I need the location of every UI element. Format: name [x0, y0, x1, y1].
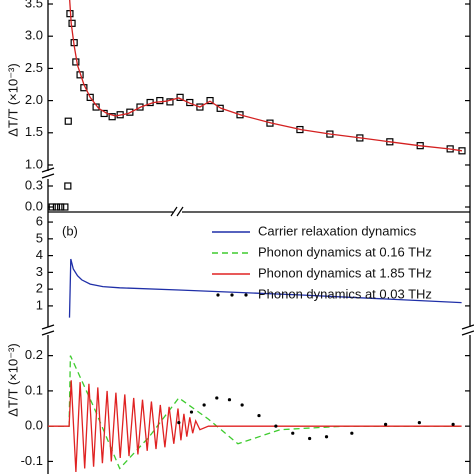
- data-point: [196, 103, 204, 111]
- y-tick-label: 4: [36, 247, 43, 262]
- y-tick-label: 0.0: [25, 198, 43, 213]
- data-point: [384, 422, 388, 426]
- data-point: [257, 413, 261, 418]
- axis-breaks: [40, 167, 474, 336]
- y-tick-label: 0.1: [25, 382, 43, 397]
- data-point: [176, 93, 184, 101]
- legend-swatch: [216, 293, 220, 297]
- series-line: [48, 355, 462, 470]
- data-point: [215, 396, 219, 400]
- data-point: [451, 422, 455, 426]
- axes-frame: [47, 0, 471, 474]
- data-point: [52, 203, 61, 211]
- y-tick-label: 1: [36, 297, 43, 312]
- y-tick-label: 3.5: [25, 0, 43, 10]
- data-point: [417, 421, 421, 425]
- legend-label: Carrier relaxation dynamics: [258, 223, 417, 238]
- data-point: [216, 104, 224, 112]
- data-point: [177, 421, 181, 425]
- y-tick-label: 6: [36, 213, 43, 228]
- data-point: [291, 431, 295, 435]
- legend-label: Phonon dynamics at 1.85 THz: [258, 265, 432, 280]
- y-tick-label: 2.5: [25, 60, 43, 75]
- data-point: [324, 435, 329, 439]
- series-line: [69, 0, 463, 152]
- data-point: [108, 113, 116, 121]
- y-tick-label: 0.3: [25, 177, 43, 192]
- y-tick-label: 0.2: [25, 347, 43, 362]
- plot-area: [48, 0, 466, 211]
- data-point: [156, 96, 164, 105]
- y-tick-label: 0.0: [25, 418, 43, 433]
- panel-label: (b): [62, 223, 78, 238]
- y-tick-label: 2: [36, 281, 43, 296]
- y-tick-label: 3: [36, 264, 43, 279]
- data-point: [240, 403, 244, 407]
- data-point: [189, 410, 194, 414]
- series-line: [48, 380, 462, 473]
- data-point: [126, 108, 134, 116]
- data-point: [64, 117, 72, 125]
- y-tick-label: 5: [36, 230, 43, 245]
- data-point: [186, 98, 194, 107]
- data-point: [136, 103, 144, 111]
- y-axis-label: ΔT/T (×10⁻³): [5, 63, 20, 136]
- data-point: [227, 398, 232, 402]
- legend-label: Phonon dynamics at 0.16 THz: [258, 244, 432, 259]
- legend-swatch: [244, 293, 248, 297]
- y-tick-label: 1.0: [25, 156, 43, 171]
- data-point: [86, 93, 94, 101]
- data-point: [274, 424, 278, 428]
- data-point: [48, 203, 56, 211]
- series-line: [68, 258, 462, 318]
- data-point: [236, 111, 244, 119]
- data-point: [202, 403, 206, 407]
- y-tick-label: -0.1: [21, 453, 43, 468]
- y-tick-label: 1.5: [25, 124, 43, 139]
- plot-area: [48, 258, 462, 473]
- data-point: [64, 182, 72, 190]
- data-point: [206, 96, 214, 105]
- data-point: [166, 98, 174, 106]
- data-point: [350, 431, 354, 435]
- legend-label: Phonon dynamics at 0.03 THz: [258, 286, 432, 301]
- y-tick-label: 3.0: [25, 28, 43, 43]
- y-axis-label: ΔT/T (×10⁻³): [5, 343, 20, 416]
- data-point: [61, 203, 69, 211]
- data-point: [308, 436, 312, 441]
- data-point: [57, 203, 65, 211]
- y-tick-label: 2.0: [25, 92, 43, 107]
- legend-swatch: [230, 293, 234, 297]
